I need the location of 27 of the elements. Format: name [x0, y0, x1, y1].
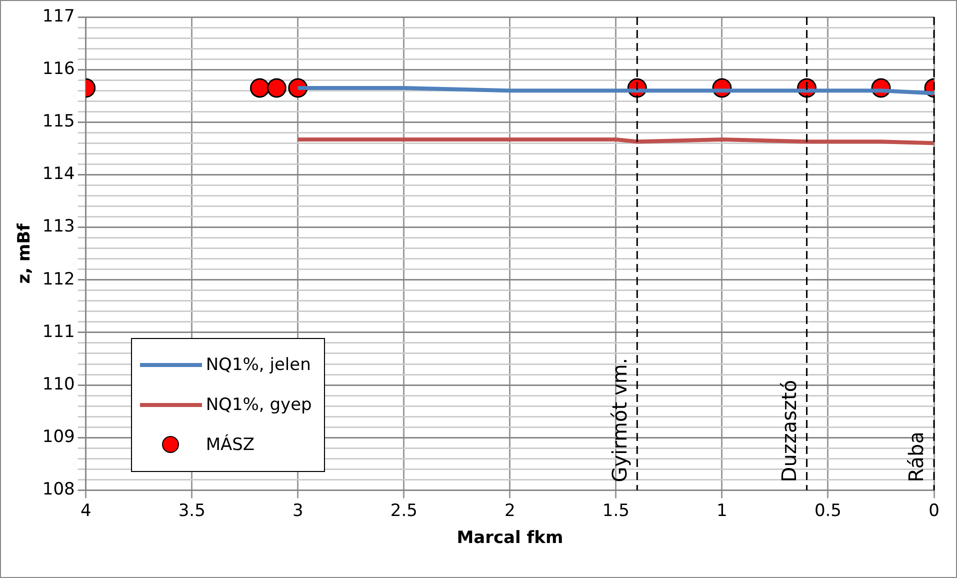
x-tick-label: 0.5	[814, 500, 842, 521]
legend-label: NQ1%, gyep	[206, 395, 312, 416]
legend-label: MÁSZ	[206, 435, 255, 456]
ref-line-label: Duzzasztó	[776, 380, 801, 482]
y-tick-label: 111	[42, 322, 75, 342]
ref-line-label: Gyirmót vm.	[607, 358, 632, 482]
x-tick-label: 0	[928, 500, 940, 521]
y-tick-label: 116	[42, 59, 75, 79]
x-axis-title: Marcal fkm	[456, 528, 564, 548]
y-tick-label: 110	[42, 374, 75, 394]
x-tick-label: 1	[716, 500, 728, 521]
y-tick-label: 115	[42, 112, 75, 132]
x-tick-label: 2.5	[390, 500, 418, 521]
y-tick-label: 109	[42, 427, 75, 448]
x-tick-label: 1.5	[602, 500, 630, 521]
ref-line-label: Rába	[904, 432, 928, 482]
x-tick-label: 4	[80, 500, 92, 521]
x-tick-label: 3	[292, 500, 304, 521]
y-tick-label: 112	[42, 269, 75, 290]
y-tick-label: 113	[42, 216, 75, 237]
y-tick-label: 114	[42, 164, 75, 184]
y-tick-label: 108	[42, 480, 75, 500]
y-axis-title: z, mBf	[14, 222, 35, 284]
x-tick-label: 2	[504, 500, 516, 521]
x-tick-label: 3.5	[178, 500, 206, 521]
legend-label: NQ1%, jelen	[206, 355, 311, 376]
y-tick-label: 117	[42, 6, 75, 26]
